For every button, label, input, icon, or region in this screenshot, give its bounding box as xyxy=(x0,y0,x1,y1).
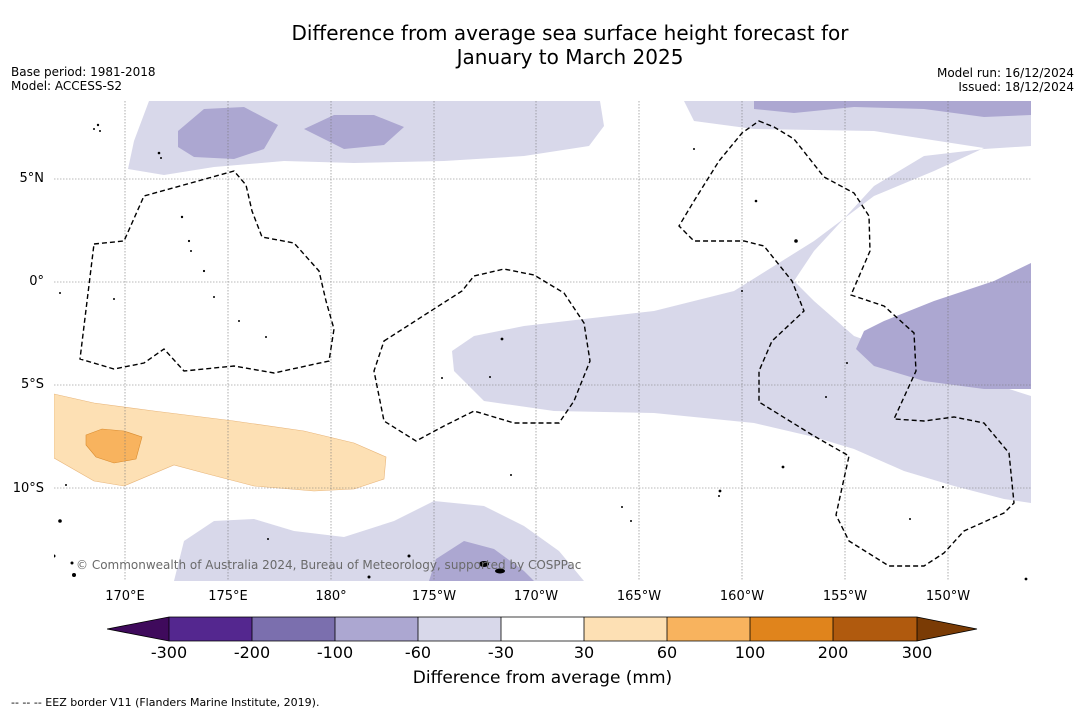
lat-label-5s: 5°S xyxy=(20,377,44,392)
issued-date: Issued: 18/12/2024 xyxy=(958,80,1074,94)
eez-border-west xyxy=(79,170,335,374)
lon-label-150w: 150°W xyxy=(925,589,971,604)
colorbar-tick-300: 300 xyxy=(901,643,933,662)
colorbar-segment-7 xyxy=(667,617,750,641)
anomaly-core-2 xyxy=(304,115,404,149)
lon-label-170e: 170°E xyxy=(105,589,145,604)
colorbar-tick-neg300: -300 xyxy=(150,643,188,662)
colorbar-tick-30: 30 xyxy=(573,643,595,662)
lon-label-170w: 170°W xyxy=(513,589,559,604)
anomaly-region-east xyxy=(452,101,1031,503)
anomaly-core-4 xyxy=(856,263,1031,389)
islands xyxy=(54,123,1028,581)
colorbar-tick-100: 100 xyxy=(734,643,766,662)
colorbar-label: Difference from average (mm) xyxy=(412,668,673,688)
lon-label-165w: 165°W xyxy=(616,589,662,604)
map-area xyxy=(54,101,1031,581)
colorbar-tick-200: 200 xyxy=(817,643,849,662)
eez-border-east xyxy=(678,120,1015,567)
map-title: Difference from average sea surface heig… xyxy=(0,21,1085,69)
colorbar-tick-60: 60 xyxy=(656,643,678,662)
model-run: Model run: 16/12/2024 xyxy=(936,66,1074,80)
eez-legend-note: -- -- -- EEZ border V11 (Flanders Marine… xyxy=(11,696,320,709)
lon-label-160w: 160°W xyxy=(719,589,765,604)
title-line-1: Difference from average sea surface heig… xyxy=(291,21,849,45)
anomaly-core-1 xyxy=(178,107,278,159)
eez-borders xyxy=(79,120,1015,567)
title-line-2: January to March 2025 xyxy=(456,45,684,69)
positive-anomaly-region xyxy=(54,393,387,492)
colorbar-arrow-high xyxy=(917,617,977,641)
copyright-notice: © Commonwealth of Australia 2024, Bureau… xyxy=(76,558,582,572)
colorbar-tick-neg60: -60 xyxy=(404,643,432,662)
eez-border-central xyxy=(373,268,591,442)
lon-label-180: 180° xyxy=(315,589,347,604)
base-period: Base period: 1981-2018 xyxy=(11,65,156,79)
colorbar-segment-4 xyxy=(418,617,501,641)
positive-anomaly-core xyxy=(85,428,143,464)
lat-label-equator: 0° xyxy=(29,274,44,289)
map-svg xyxy=(54,101,1031,581)
colorbar-segment-1 xyxy=(169,617,252,641)
anomaly-core-5 xyxy=(429,541,534,581)
colorbar-segment-6 xyxy=(584,617,667,641)
colorbar-segment-5 xyxy=(501,617,584,641)
colorbar-segment-3 xyxy=(335,617,418,641)
colorbar xyxy=(107,616,978,642)
colorbar-segment-9 xyxy=(833,617,917,641)
lon-label-155w: 155°W xyxy=(822,589,868,604)
lat-label-5n: 5°N xyxy=(19,171,45,186)
anomaly-core-3 xyxy=(754,101,1031,117)
colorbar-segment-8 xyxy=(750,617,833,641)
meta-right: Model run: 16/12/2024 Issued: 18/12/2024 xyxy=(937,66,1074,94)
meta-left: Base period: 1981-2018 Model: ACCESS-S2 xyxy=(11,65,156,93)
colorbar-outline xyxy=(107,616,978,642)
lon-label-175e: 175°E xyxy=(208,589,248,604)
colorbar-tick-neg200: -200 xyxy=(233,643,271,662)
graticule xyxy=(54,101,1031,581)
model-name: Model: ACCESS-S2 xyxy=(11,79,123,93)
colorbar-tick-neg30: -30 xyxy=(487,643,515,662)
colorbar-tick-neg100: -100 xyxy=(316,643,354,662)
colorbar-segment-2 xyxy=(252,617,335,641)
colorbar-arrow-low xyxy=(107,617,169,641)
lon-label-175w: 175°W xyxy=(411,589,457,604)
anomaly-medium-purple xyxy=(178,101,1031,581)
lat-label-10s: 10°S xyxy=(12,481,44,496)
